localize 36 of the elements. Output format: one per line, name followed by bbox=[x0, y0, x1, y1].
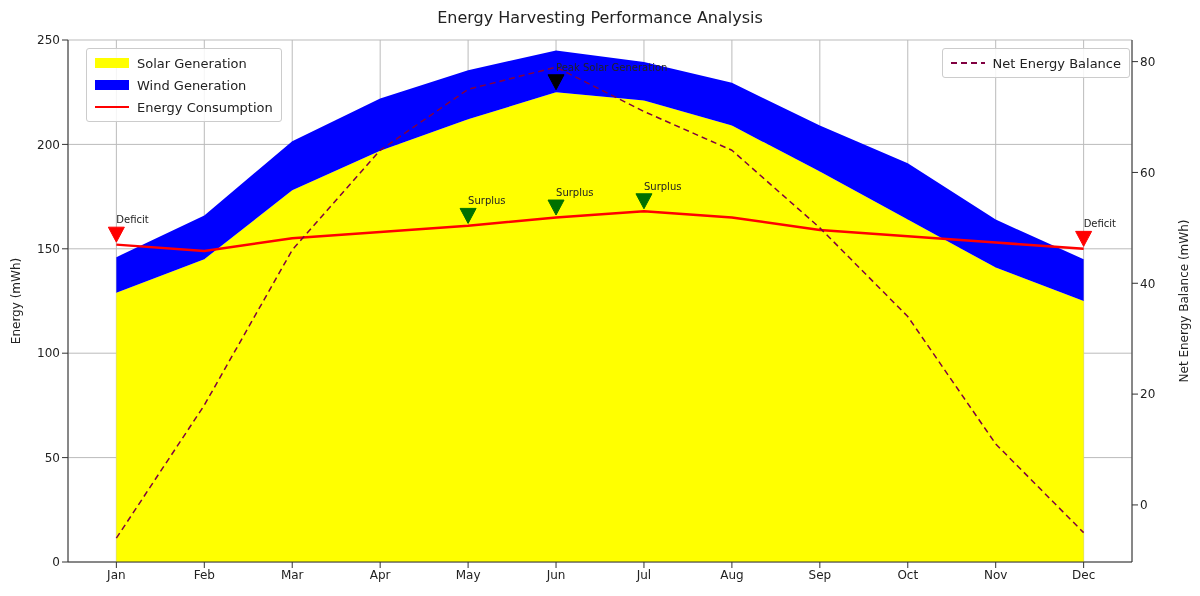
x-tick-label: Aug bbox=[720, 567, 744, 582]
x-tick-label: Oct bbox=[897, 567, 919, 582]
x-tick-label: Jul bbox=[635, 567, 652, 582]
x-tick-label: Mar bbox=[280, 567, 304, 582]
y-tick-label: 0 bbox=[52, 555, 60, 570]
chart-title: Energy Harvesting Performance Analysis bbox=[436, 8, 764, 29]
annotation: Surplus bbox=[643, 180, 682, 192]
y-tick-label: 150 bbox=[37, 242, 60, 257]
annotation: Peak Solar Generation bbox=[556, 61, 668, 73]
y-axis-title: Energy (mWh) bbox=[9, 257, 24, 345]
x-tick-label: May bbox=[455, 567, 481, 582]
x-tick-label: Dec bbox=[1072, 567, 1096, 582]
legend-label: Energy Consumption bbox=[137, 99, 273, 115]
annotation: Surplus bbox=[468, 195, 506, 207]
y2-tick-label: 80 bbox=[1140, 54, 1156, 69]
y2-tick-label: 40 bbox=[1140, 276, 1156, 291]
y-tick-label: 200 bbox=[37, 137, 60, 152]
annotation: Deficit bbox=[116, 214, 149, 226]
x-tick-label: Sep bbox=[808, 567, 832, 582]
y2-tick-label: 60 bbox=[1140, 165, 1156, 180]
legend-label: Wind Generation bbox=[137, 77, 247, 93]
y-tick-label: 50 bbox=[44, 450, 60, 465]
y-tick-label: 250 bbox=[37, 33, 60, 48]
y2-axis-title: Net Energy Balance (mWh) bbox=[1177, 219, 1192, 383]
y2-tick-label: 20 bbox=[1140, 387, 1156, 402]
x-tick-label: Apr bbox=[369, 567, 391, 582]
y-tick-label: 100 bbox=[37, 346, 60, 361]
y2-tick-label: 0 bbox=[1140, 498, 1148, 513]
x-tick-label: Jun bbox=[545, 567, 566, 582]
legend-label: Net Energy Balance bbox=[992, 55, 1121, 71]
x-tick-label: Feb bbox=[193, 567, 215, 582]
legend-label: Solar Generation bbox=[137, 55, 247, 71]
x-tick-label: Nov bbox=[983, 567, 1008, 582]
annotation: Deficit bbox=[1083, 218, 1117, 230]
annotation: Surplus bbox=[556, 187, 594, 199]
x-tick-label: Jan bbox=[106, 567, 126, 582]
